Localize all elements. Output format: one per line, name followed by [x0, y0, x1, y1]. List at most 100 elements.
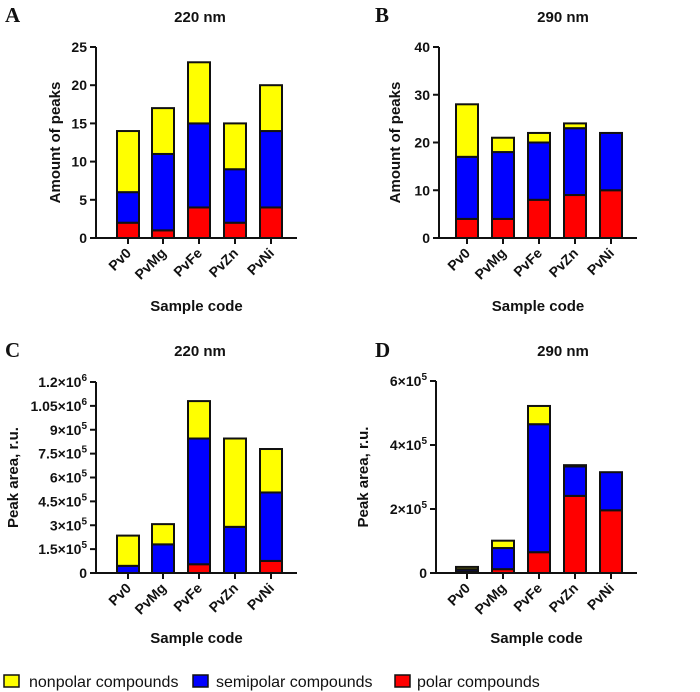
tick-mantissa: 0 — [419, 565, 427, 581]
y-tick-label: 1.2×106 — [38, 373, 87, 390]
bar-segment-PvFe-semipolar — [527, 423, 551, 554]
tick-mantissa: 9×10 — [50, 422, 82, 438]
chart-title: 290 nm — [537, 9, 589, 26]
y-tick-label: 0 — [419, 565, 427, 581]
y-tick-label: 0 — [422, 230, 430, 246]
tick-mantissa: 6×10 — [390, 373, 422, 389]
x-tick-label: PvMg — [131, 245, 169, 283]
tick-mantissa: 0 — [79, 565, 87, 581]
x-tick-label: PvFe — [510, 245, 545, 280]
bar-segment-PvZn-nonpolar — [223, 437, 247, 528]
x-axis-title: Sample code — [492, 298, 585, 315]
bar-segment-Pv0-nonpolar — [455, 565, 479, 571]
bar-segment-PvNi-polar — [599, 189, 623, 239]
x-tick-label: Pv0 — [444, 580, 473, 609]
legend-swatch — [3, 674, 20, 688]
panel-label: D — [375, 338, 390, 362]
bar-segment-PvZn-polar — [563, 194, 587, 239]
tick-exponent: 5 — [81, 540, 87, 551]
panel-C: C 220 nm01.5×1053×1054.5×1056×1057.5×1059… — [5, 338, 297, 647]
y-tick-label: 10 — [71, 154, 87, 170]
y-axis-title: Amount of peaks — [47, 82, 64, 204]
bar-segment-Pv0-nonpolar — [116, 534, 140, 567]
bar-segment-PvMg-semipolar — [151, 543, 175, 574]
tick-mantissa: 4.5×10 — [38, 493, 81, 509]
y-tick-label: 25 — [71, 39, 87, 55]
bar-segment-PvNi-nonpolar — [259, 84, 283, 133]
y-tick-label: 0 — [79, 230, 87, 246]
tick-exponent: 6 — [81, 397, 87, 408]
bar-segment-PvZn-semipolar — [563, 127, 587, 197]
y-tick-label: 9×105 — [50, 421, 88, 438]
x-tick-label: PvMg — [471, 245, 509, 283]
tick-exponent: 5 — [81, 421, 87, 432]
x-tick-label: PvZn — [546, 245, 582, 281]
legend-label: semipolar compounds — [216, 674, 373, 691]
y-axis-title: Peak area, r.u. — [5, 427, 22, 528]
bar-segment-PvNi-polar — [259, 206, 283, 240]
tick-exponent: 5 — [81, 492, 87, 503]
y-tick-label: 7.5×105 — [38, 445, 87, 462]
bar-segment-PvZn-polar — [223, 221, 247, 240]
legend-swatch — [394, 674, 411, 688]
bar-segment-Pv0-semipolar — [116, 191, 140, 224]
y-tick-label: 4.5×105 — [38, 492, 87, 509]
tick-mantissa: 1.05×10 — [30, 398, 81, 414]
tick-mantissa: 7.5×10 — [38, 446, 81, 462]
x-tick-label: PvZn — [206, 580, 242, 616]
bar-segment-PvMg-polar — [491, 217, 515, 239]
tick-exponent: 5 — [81, 445, 87, 456]
bar-segment-Pv0-nonpolar — [116, 130, 140, 194]
x-tick-label: PvNi — [584, 245, 617, 278]
y-tick-label: 1.5×105 — [38, 540, 87, 557]
chart-title: 290 nm — [537, 343, 589, 360]
bar-segment-PvZn-nonpolar — [563, 122, 587, 130]
bar-segment-PvZn-nonpolar — [563, 464, 587, 468]
tick-mantissa: 4×10 — [390, 437, 422, 453]
y-tick-label: 0 — [79, 565, 87, 581]
x-tick-label: Pv0 — [105, 580, 134, 609]
tick-exponent: 5 — [421, 372, 427, 383]
x-tick-label: PvFe — [170, 245, 205, 280]
x-tick-label: Pv0 — [105, 245, 134, 274]
tick-exponent: 5 — [421, 500, 427, 511]
bar-segment-PvMg-nonpolar — [151, 523, 175, 546]
x-tick-label: PvNi — [244, 245, 277, 278]
x-tick-label: Pv0 — [444, 245, 473, 274]
bar-segment-PvZn-semipolar — [223, 525, 247, 575]
tick-mantissa: 1.5×10 — [38, 541, 81, 557]
y-tick-label: 4×105 — [390, 436, 428, 453]
panel-label: A — [5, 3, 21, 27]
bar-segment-PvMg-nonpolar — [151, 107, 175, 155]
y-tick-label: 1.05×106 — [30, 397, 87, 414]
bar-segment-Pv0-polar — [116, 221, 140, 240]
legend-label: polar compounds — [417, 674, 540, 691]
tick-exponent: 6 — [81, 373, 87, 384]
bar-segment-PvMg-polar — [151, 229, 175, 240]
y-tick-label: 30 — [414, 87, 430, 103]
bar-segment-PvFe-nonpolar — [187, 61, 211, 125]
bar-segment-PvNi-polar — [599, 509, 623, 574]
bar-segment-PvNi-semipolar — [599, 131, 623, 192]
x-tick-label: PvMg — [131, 580, 169, 618]
bar-segment-PvNi-polar — [259, 559, 283, 574]
x-axis-title: Sample code — [150, 298, 243, 315]
y-tick-label: 40 — [414, 39, 430, 55]
y-tick-label: 20 — [71, 77, 87, 93]
legend-swatch — [192, 674, 209, 688]
x-tick-label: PvZn — [546, 580, 582, 616]
y-tick-label: 3×105 — [50, 516, 88, 533]
y-axis-title: Peak area, r.u. — [355, 427, 372, 528]
bar-segment-PvNi-semipolar — [599, 471, 623, 512]
bar-segment-PvMg-semipolar — [491, 547, 515, 571]
chart-title: 220 nm — [174, 343, 226, 360]
bar-segment-PvFe-polar — [527, 198, 551, 240]
legend: nonpolar compounds semipolar compounds pol… — [3, 674, 540, 691]
tick-mantissa: 2×10 — [390, 501, 422, 517]
bar-segment-PvMg-nonpolar — [491, 136, 515, 154]
bar-segment-PvZn-polar — [563, 494, 587, 575]
tick-exponent: 5 — [81, 469, 87, 480]
